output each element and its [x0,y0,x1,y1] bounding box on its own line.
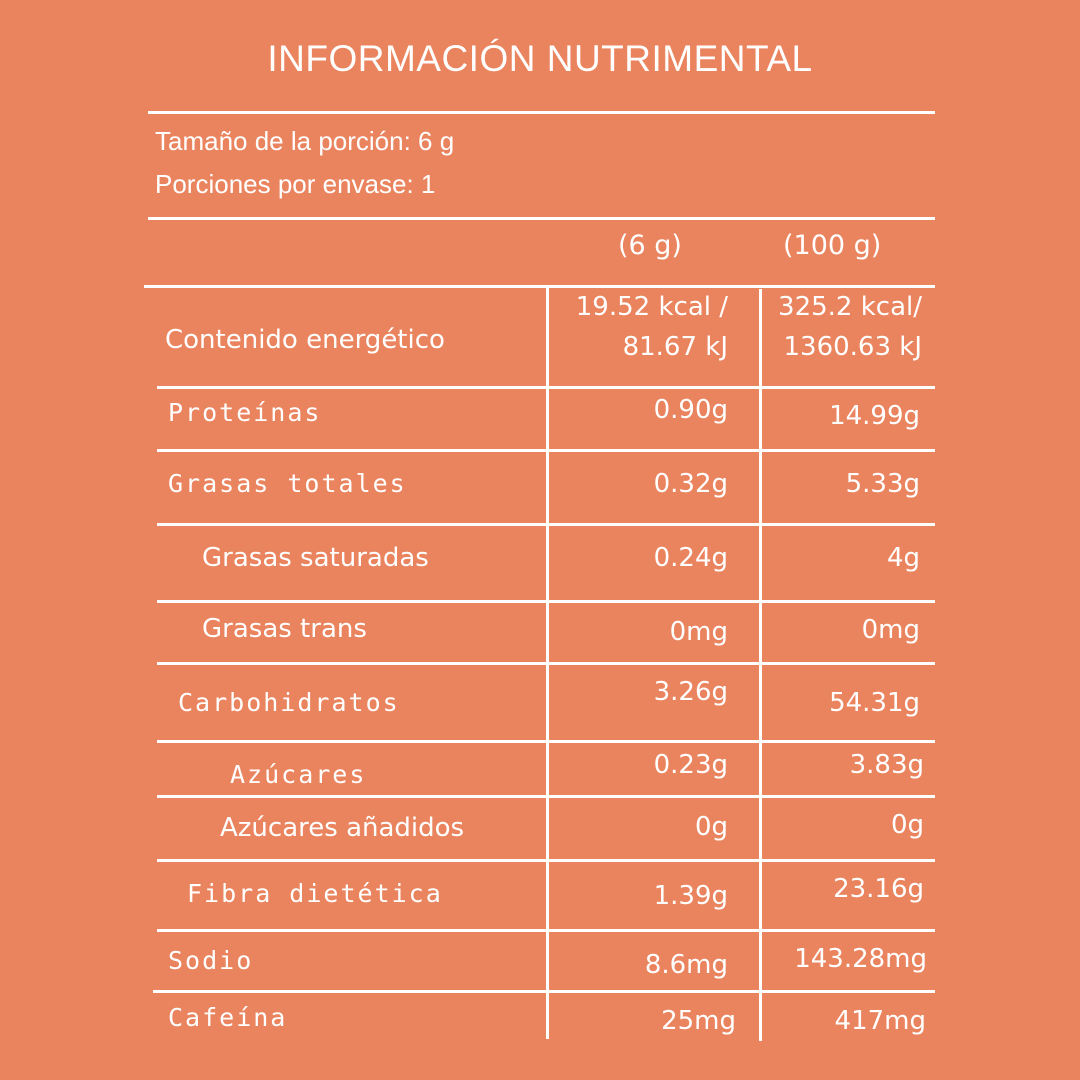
value-per-serving: 0.32g [653,469,728,499]
nutrient-label: Fibra dietética [187,879,443,908]
row-divider [157,600,935,603]
nutrient-label: Carbohidratos [178,688,400,717]
nutrient-label: Azúcares [230,760,367,789]
page-title: INFORMACIÓN NUTRIMENTAL [267,38,813,79]
column-header-per-serving: (6 g) [618,230,682,261]
row-divider [157,449,935,452]
nutrient-label: Sodio [168,946,254,975]
divider-top [148,111,935,114]
value-per-100g: 417mg [834,1006,926,1036]
value-per-100g: 5.33g [845,469,920,499]
value-per-100g: 14.99g [829,401,920,431]
value-per-serving: 0g [694,812,728,842]
nutrient-label: Azúcares añadidos [220,813,465,843]
nutrient-label: Proteínas [168,398,322,427]
row-divider [157,929,935,932]
row-divider [157,859,935,862]
value-per-serving: 1.39g [653,881,728,911]
value-per-serving: 0.90g [653,395,728,425]
value-per-100g: 0g [890,810,924,840]
energy-per-100g-kj: 1360.63 kJ [783,332,922,362]
value-per-serving: 8.6mg [644,950,728,980]
divider-header [144,285,935,288]
value-per-100g: 3.83g [849,750,924,780]
servings-per-container: Porciones por envase: 1 [155,169,436,199]
energy-label: Contenido energético [165,325,445,355]
row-divider [157,386,935,389]
value-per-100g: 4g [886,543,920,573]
row-divider [157,662,935,665]
nutrient-label: Cafeína [168,1003,288,1032]
value-per-100g: 54.31g [829,688,920,718]
value-per-serving: 25mg [661,1006,736,1036]
divider-serving [148,217,935,220]
energy-per-serving-kcal: 19.52 kcal / [575,292,728,322]
serving-size: Tamaño de la porción: 6 g [155,126,455,156]
energy-per-serving-kj: 81.67 kJ [622,332,728,362]
value-per-100g: 143.28mg [794,944,927,974]
nutrient-label: Grasas totales [168,469,407,498]
value-per-serving: 0mg [669,617,728,647]
value-per-100g: 23.16g [833,874,924,904]
row-divider [157,795,935,798]
value-per-serving: 0.23g [653,750,728,780]
value-per-serving: 3.26g [653,677,728,707]
row-divider [157,523,935,526]
nutrient-label: Grasas saturadas [202,543,429,573]
value-per-100g: 0mg [861,615,920,645]
energy-per-100g-kcal: 325.2 kcal/ [778,292,922,322]
nutrient-label: Grasas trans [202,614,367,644]
value-per-serving: 0.24g [653,543,728,573]
row-divider [157,740,935,743]
column-header-per-100g: (100 g) [783,230,882,261]
column-divider-2 [759,289,762,1041]
row-divider [153,990,935,993]
